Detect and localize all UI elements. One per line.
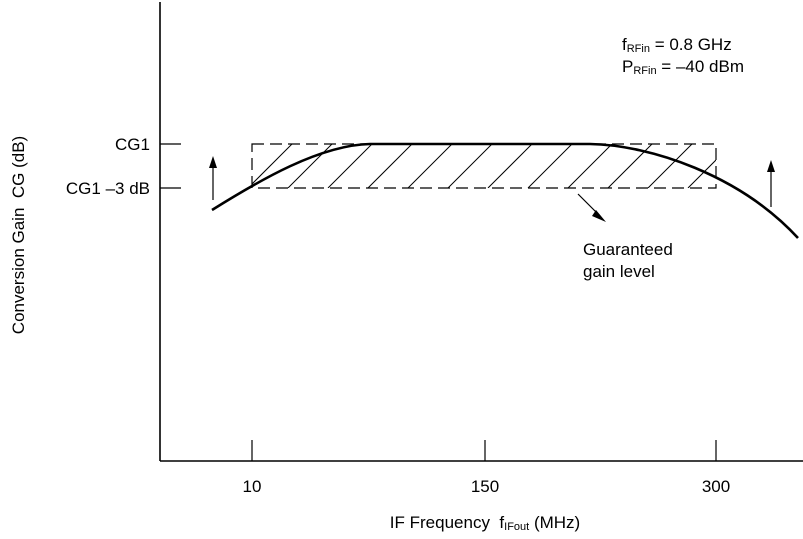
hatch-line-3: [327, 144, 373, 188]
condition-power: PRFin = –40 dBm: [622, 57, 744, 77]
hatch-line-9: [567, 144, 613, 188]
condition-frequency: fRFin = 0.8 GHz: [622, 35, 732, 55]
x-axis-title-symbol: f: [499, 513, 504, 532]
hatch-line-6: [447, 144, 493, 188]
x-axis-title-suffix: (MHz): [529, 513, 580, 532]
guaranteed-pointer-arrow: [577, 193, 606, 222]
hatch-line-4: [367, 144, 413, 188]
guaranteed-label-line2: gain level: [583, 262, 655, 281]
x-axis-title-prefix: IF Frequency: [390, 513, 500, 532]
x-axis-title-subscript: IFout: [504, 521, 529, 533]
x-tick-label-300: 300: [702, 477, 730, 496]
x-axis-title: IF Frequency fIFout (MHz): [390, 513, 580, 533]
y-tick-label-cg1-3db: CG1 –3 dB: [66, 179, 150, 198]
condition-frequency-symbol: f: [622, 35, 627, 54]
hatch-line-5: [407, 144, 453, 188]
hatch-line-2: [287, 144, 333, 188]
hatch-line-12: [687, 159, 716, 188]
x-tick-label-150: 150: [471, 477, 499, 496]
hatch-line-7: [487, 144, 533, 188]
condition-power-subscript: RFin: [633, 65, 656, 77]
condition-frequency-value: = 0.8 GHz: [650, 35, 732, 54]
left-up-arrow: [209, 156, 217, 200]
hatch-line-13: [728, 144, 772, 188]
condition-frequency-subscript: RFin: [627, 43, 650, 55]
hatch-line-8: [527, 144, 573, 188]
hatch-line-1: [252, 144, 293, 185]
x-tick-label-10: 10: [243, 477, 262, 496]
condition-power-value: = –40 dBm: [657, 57, 744, 76]
hatch-line-11: [647, 144, 693, 188]
y-axis-title: Conversion Gain CG (dB): [9, 136, 28, 334]
y-tick-label-cg1: CG1: [115, 135, 150, 154]
guaranteed-label-line1: Guaranteed: [583, 240, 673, 259]
condition-power-symbol: P: [622, 57, 633, 76]
guaranteed-band-outline: [251, 143, 717, 189]
conversion-gain-curve: [211, 142, 799, 239]
right-up-arrow: [767, 160, 775, 207]
